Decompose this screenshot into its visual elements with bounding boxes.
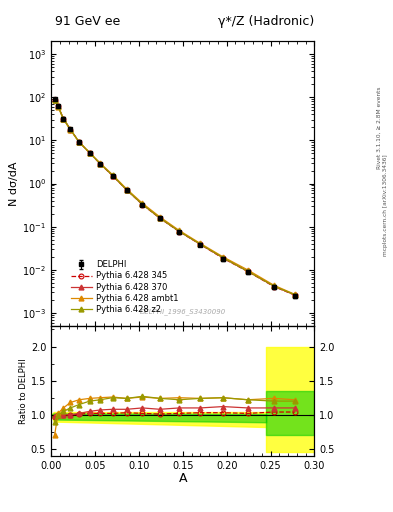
Y-axis label: N dσ/dA: N dσ/dA bbox=[9, 161, 20, 206]
Y-axis label: Ratio to DELPHI: Ratio to DELPHI bbox=[19, 358, 28, 424]
Pythia 6.428 345 bbox=[198, 241, 203, 247]
Pythia 6.428 z2 bbox=[124, 186, 129, 193]
Pythia 6.428 345 bbox=[52, 96, 57, 102]
Pythia 6.428 ambt1 bbox=[87, 150, 92, 156]
Pythia 6.428 z2 bbox=[272, 283, 276, 289]
Pythia 6.428 z2 bbox=[98, 161, 103, 167]
Pythia 6.428 370 bbox=[293, 292, 298, 298]
Pythia 6.428 345 bbox=[68, 126, 73, 133]
Pythia 6.428 z2 bbox=[52, 97, 57, 103]
Pythia 6.428 370 bbox=[221, 255, 226, 261]
Pythia 6.428 ambt1 bbox=[198, 240, 203, 246]
Pythia 6.428 ambt1 bbox=[110, 172, 115, 178]
Pythia 6.428 ambt1 bbox=[124, 186, 129, 192]
Pythia 6.428 ambt1 bbox=[293, 291, 298, 297]
Text: 91 GeV ee: 91 GeV ee bbox=[55, 15, 120, 28]
Pythia 6.428 ambt1 bbox=[140, 200, 145, 206]
Pythia 6.428 370 bbox=[140, 201, 145, 207]
Pythia 6.428 ambt1 bbox=[221, 254, 226, 260]
Pythia 6.428 345 bbox=[110, 173, 115, 179]
Line: Pythia 6.428 z2: Pythia 6.428 z2 bbox=[52, 97, 298, 297]
Pythia 6.428 ambt1 bbox=[52, 97, 57, 103]
Pythia 6.428 ambt1 bbox=[77, 139, 81, 145]
Text: DELPHI_1996_S3430090: DELPHI_1996_S3430090 bbox=[140, 308, 226, 315]
Pythia 6.428 345 bbox=[87, 150, 92, 156]
Pythia 6.428 z2 bbox=[177, 228, 182, 234]
Pythia 6.428 ambt1 bbox=[61, 116, 66, 122]
Line: Pythia 6.428 345: Pythia 6.428 345 bbox=[52, 97, 298, 297]
Pythia 6.428 z2 bbox=[61, 116, 66, 122]
Text: Rivet 3.1.10, ≥ 2.8M events: Rivet 3.1.10, ≥ 2.8M events bbox=[377, 87, 382, 169]
Pythia 6.428 z2 bbox=[77, 139, 81, 145]
Pythia 6.428 345 bbox=[293, 292, 298, 298]
Pythia 6.428 370 bbox=[272, 283, 276, 289]
Pythia 6.428 345 bbox=[158, 215, 162, 221]
Pythia 6.428 z2 bbox=[158, 215, 162, 221]
Pythia 6.428 370 bbox=[61, 115, 66, 121]
Pythia 6.428 z2 bbox=[293, 292, 298, 298]
Pythia 6.428 370 bbox=[52, 96, 57, 102]
Pythia 6.428 ambt1 bbox=[245, 267, 250, 273]
Pythia 6.428 370 bbox=[56, 103, 61, 109]
Pythia 6.428 370 bbox=[158, 215, 162, 221]
Text: mcplots.cern.ch [arXiv:1306.3436]: mcplots.cern.ch [arXiv:1306.3436] bbox=[383, 154, 387, 255]
Pythia 6.428 345 bbox=[221, 255, 226, 262]
Pythia 6.428 370 bbox=[177, 228, 182, 234]
Pythia 6.428 ambt1 bbox=[158, 214, 162, 220]
Pythia 6.428 z2 bbox=[140, 201, 145, 207]
Pythia 6.428 370 bbox=[77, 139, 81, 145]
Pythia 6.428 z2 bbox=[110, 173, 115, 179]
Pythia 6.428 370 bbox=[68, 126, 73, 133]
Pythia 6.428 z2 bbox=[87, 150, 92, 156]
Pythia 6.428 345 bbox=[272, 284, 276, 290]
Pythia 6.428 370 bbox=[245, 268, 250, 274]
Pythia 6.428 z2 bbox=[221, 254, 226, 261]
Line: Pythia 6.428 ambt1: Pythia 6.428 ambt1 bbox=[52, 98, 298, 297]
Pythia 6.428 ambt1 bbox=[56, 103, 61, 110]
Text: γ*/Z (Hadronic): γ*/Z (Hadronic) bbox=[218, 15, 314, 28]
Pythia 6.428 ambt1 bbox=[98, 160, 103, 166]
Pythia 6.428 370 bbox=[124, 187, 129, 193]
Pythia 6.428 ambt1 bbox=[272, 282, 276, 288]
Pythia 6.428 ambt1 bbox=[177, 227, 182, 233]
Pythia 6.428 345 bbox=[56, 103, 61, 110]
Line: Pythia 6.428 370: Pythia 6.428 370 bbox=[52, 97, 298, 297]
Pythia 6.428 ambt1 bbox=[68, 127, 73, 133]
X-axis label: A: A bbox=[178, 472, 187, 485]
Pythia 6.428 z2 bbox=[198, 241, 203, 247]
Pythia 6.428 370 bbox=[110, 173, 115, 179]
Pythia 6.428 z2 bbox=[68, 126, 73, 133]
Pythia 6.428 370 bbox=[98, 161, 103, 167]
Pythia 6.428 345 bbox=[98, 161, 103, 167]
Pythia 6.428 345 bbox=[245, 268, 250, 274]
Pythia 6.428 345 bbox=[77, 139, 81, 145]
Pythia 6.428 370 bbox=[198, 241, 203, 247]
Pythia 6.428 370 bbox=[87, 150, 92, 156]
Pythia 6.428 345 bbox=[124, 186, 129, 193]
Pythia 6.428 z2 bbox=[245, 268, 250, 274]
Pythia 6.428 z2 bbox=[56, 103, 61, 110]
Pythia 6.428 345 bbox=[140, 202, 145, 208]
Pythia 6.428 345 bbox=[61, 116, 66, 122]
Pythia 6.428 345 bbox=[177, 228, 182, 234]
Legend: DELPHI, Pythia 6.428 345, Pythia 6.428 370, Pythia 6.428 ambt1, Pythia 6.428 z2: DELPHI, Pythia 6.428 345, Pythia 6.428 3… bbox=[68, 258, 181, 316]
